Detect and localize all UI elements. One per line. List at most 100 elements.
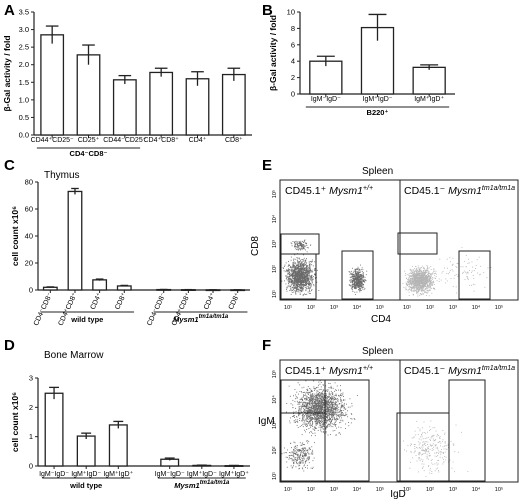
flow-event-dot <box>326 406 328 408</box>
flow-event-dot <box>301 406 303 408</box>
flow-event-dot <box>335 394 337 396</box>
flow-event-dot <box>335 425 336 427</box>
flow-event-dot <box>317 413 319 415</box>
flow-event-dot <box>305 271 307 273</box>
flow-event-dot <box>318 397 320 399</box>
flow-e-gate-cd4 <box>341 250 374 300</box>
flow-event-dot <box>415 277 417 279</box>
flow-event-dot <box>321 431 323 433</box>
flow-event-dot <box>320 421 321 423</box>
flow-event-dot <box>352 275 354 277</box>
flow-event-dot <box>299 289 301 291</box>
flow-event-dot <box>319 422 321 424</box>
flow-event-dot <box>414 268 416 270</box>
flow-event-dot <box>296 246 298 248</box>
flow-event-dot <box>420 286 422 288</box>
flow-event-dot <box>415 277 417 279</box>
flow-event-dot <box>424 272 426 273</box>
flow-event-dot <box>319 401 321 403</box>
flow-event-dot <box>323 398 325 400</box>
flow-event-dot <box>322 413 324 415</box>
flow-event-dot <box>298 269 300 270</box>
flow-event-dot <box>317 394 319 395</box>
flow-event-dot <box>298 284 299 286</box>
flow-event-dot <box>360 288 362 290</box>
flow-event-dot <box>428 281 430 283</box>
flow-event-dot <box>422 279 424 280</box>
flow-event-dot <box>334 424 336 426</box>
flow-event-dot <box>309 388 310 390</box>
flow-event-dot <box>424 269 426 271</box>
flow-event-dot <box>305 275 307 277</box>
flow-event-dot <box>345 413 347 415</box>
flow-event-dot <box>423 280 425 282</box>
chart-b-ytick-label: 6 <box>291 40 295 49</box>
flow-event-dot <box>416 290 418 292</box>
flow-event-dot <box>314 426 316 428</box>
flow-event-dot <box>301 274 303 276</box>
flow-event-dot <box>319 404 321 405</box>
flow-event-dot <box>350 287 352 289</box>
flow-event-dot <box>314 420 316 422</box>
flow-event-dot <box>328 407 330 409</box>
flow-event-dot <box>323 401 325 403</box>
flow-event-dot <box>334 413 336 415</box>
flow-event-dot <box>319 419 321 421</box>
flow-event-dot <box>299 243 301 244</box>
flow-event-dot <box>408 283 410 285</box>
flow-event-dot <box>322 396 324 398</box>
flow-event-dot <box>354 285 356 287</box>
flow-event-dot <box>457 274 459 276</box>
flow-event-dot <box>322 423 324 425</box>
flow-event-dot <box>334 421 336 423</box>
flow-event-dot <box>309 418 311 420</box>
flow-event-dot <box>293 264 295 266</box>
flow-event-dot <box>359 285 361 287</box>
flow-event-dot <box>406 285 408 287</box>
flow-event-dot <box>301 270 303 272</box>
flow-event-dot <box>309 409 311 411</box>
flow-event-dot <box>420 277 422 279</box>
flow-event-dot <box>355 288 357 289</box>
flow-event-dot <box>291 272 293 274</box>
flow-event-dot <box>309 410 311 412</box>
flow-event-dot <box>299 402 301 404</box>
flow-event-dot <box>426 284 428 286</box>
flow-event-dot <box>361 283 363 285</box>
flow-event-dot <box>291 281 293 283</box>
flow-event-dot <box>463 270 465 272</box>
flow-event-dot <box>309 276 311 278</box>
flow-event-dot <box>301 280 303 282</box>
flow-event-dot <box>426 278 428 280</box>
flow-event-dot <box>306 403 308 405</box>
flow-event-dot <box>354 419 356 420</box>
flow-event-dot <box>304 246 306 248</box>
flow-event-dot <box>427 279 429 281</box>
flow-event-dot <box>321 422 322 424</box>
flow-event-dot <box>295 410 297 412</box>
flow-event-dot <box>292 274 294 276</box>
flow-event-dot <box>286 290 288 292</box>
flow-event-dot <box>285 262 287 264</box>
flow-event-dot <box>408 291 410 293</box>
flow-event-dot <box>357 274 359 276</box>
flow-event-dot <box>322 404 324 406</box>
flow-event-dot <box>312 410 314 412</box>
chart-a-ytick-label: 3.0 <box>19 25 29 34</box>
flow-event-dot <box>298 270 300 271</box>
flow-event-dot <box>302 405 304 407</box>
flow-event-dot <box>353 280 355 281</box>
flow-event-dot <box>361 277 363 279</box>
flow-event-dot <box>302 426 304 428</box>
flow-event-dot <box>442 270 444 272</box>
flow-event-dot <box>292 278 294 279</box>
flow-event-dot <box>304 269 306 271</box>
flow-event-dot <box>343 407 345 409</box>
flow-event-dot <box>321 413 323 415</box>
flow-event-dot <box>284 265 285 267</box>
flow-event-dot <box>300 273 302 275</box>
flow-event-dot <box>290 269 292 271</box>
flow-event-dot <box>314 400 316 402</box>
flow-event-dot <box>294 286 296 288</box>
flow-event-dot <box>294 288 296 290</box>
